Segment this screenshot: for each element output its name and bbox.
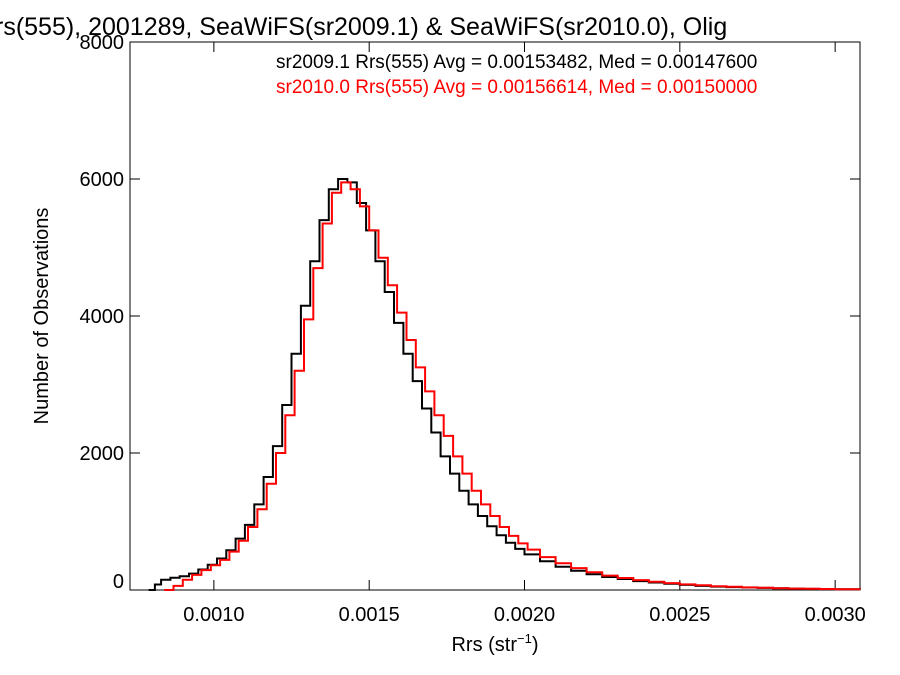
y-tick-label: 0 <box>113 571 124 593</box>
histogram-series-0 <box>148 178 861 591</box>
y-tick-label: 2000 <box>80 443 125 465</box>
y-axis-label: Number of Observations <box>31 208 53 425</box>
y-tick-label: 4000 <box>80 306 125 328</box>
series-group <box>148 178 861 591</box>
y-tick-label: 6000 <box>80 169 125 191</box>
histogram-series-1 <box>164 181 861 591</box>
x-ticks: 0.0010 0.0015 0.0020 0.0025 0.0030 <box>183 42 866 626</box>
x-tick-label: 0.0010 <box>183 604 244 626</box>
x-axis-label: Rrs (str−1) <box>451 631 538 656</box>
x-axis-label-main: Rrs (str <box>451 634 517 656</box>
chart-title: rs(555), 2001289, SeaWiFS(sr2009.1) & Se… <box>0 13 727 41</box>
plot-frame <box>129 41 861 591</box>
x-tick-label: 0.0015 <box>339 604 400 626</box>
x-axis-label-superscript: −1 <box>517 631 532 646</box>
x-tick-label: 0.0030 <box>805 604 866 626</box>
x-tick-label: 0.0020 <box>494 604 555 626</box>
stats-annotation-sr2010: sr2010.0 Rrs(555) Avg = 0.00156614, Med … <box>276 77 757 98</box>
x-tick-label: 0.0025 <box>649 604 710 626</box>
stats-annotation-sr2009: sr2009.1 Rrs(555) Avg = 0.00153482, Med … <box>276 52 757 73</box>
y-ticks: 0 2000 4000 6000 8000 <box>80 32 860 593</box>
x-axis-label-close: ) <box>532 634 539 656</box>
y-tick-label: 8000 <box>80 32 125 54</box>
